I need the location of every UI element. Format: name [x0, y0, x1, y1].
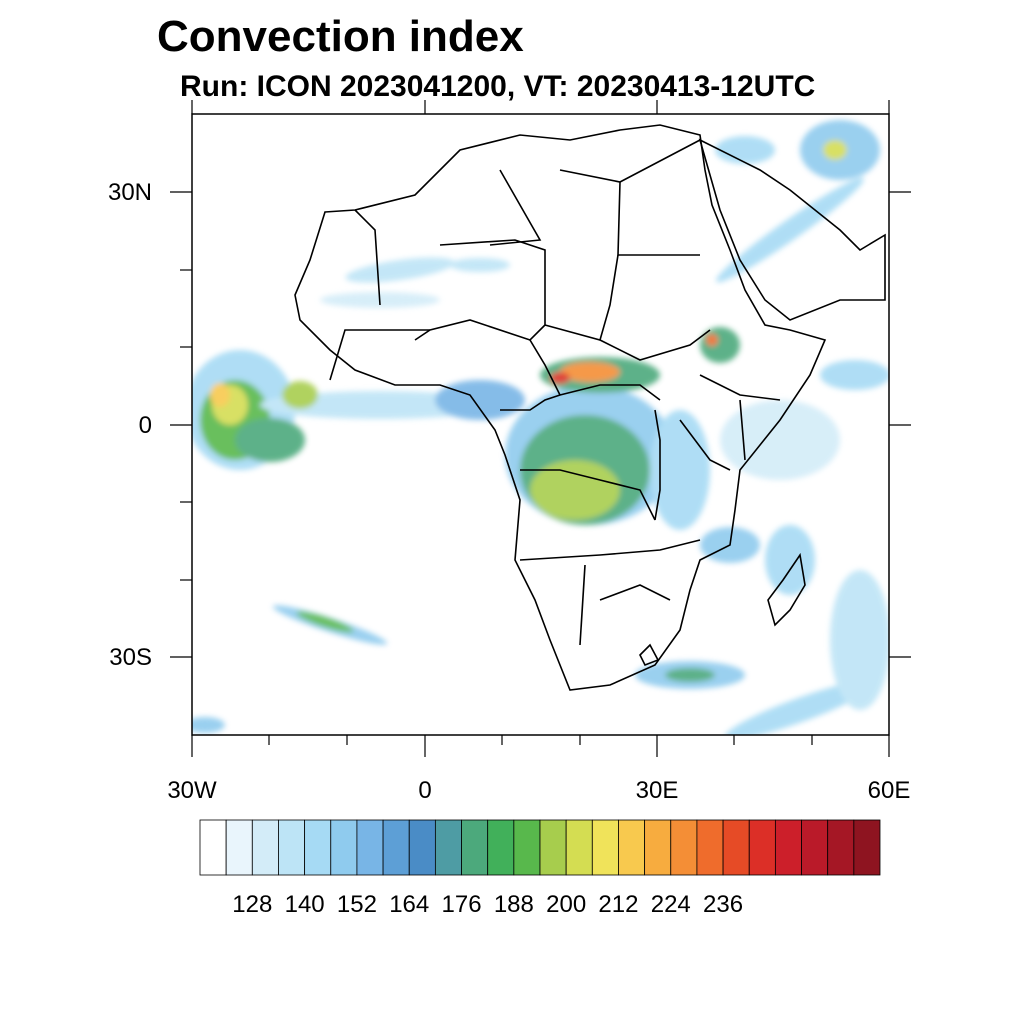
colorbar-swatch [644, 819, 672, 876]
colorbar-label: 128 [232, 891, 272, 918]
colorbar-label: 200 [546, 891, 586, 918]
colorbar-swatch [251, 819, 279, 876]
colorbar-swatch [513, 819, 541, 876]
chart-title: Convection index [157, 12, 524, 61]
colorbar-label: 152 [337, 891, 377, 918]
colorbar-swatch [565, 819, 593, 876]
lon-label-0: 0 [418, 777, 431, 804]
colorbar-label: 188 [494, 891, 534, 918]
colorbar-swatch [382, 819, 410, 876]
colorbar-label: 212 [598, 891, 638, 918]
colorbar-label: 224 [651, 891, 691, 918]
colorbar-swatch [304, 819, 332, 876]
lon-label-60e: 60E [868, 777, 911, 804]
colorbar-swatch [278, 819, 306, 876]
colorbar-swatch [827, 819, 855, 876]
lat-label-30s: 30S [109, 644, 152, 671]
colorbar-swatch [801, 819, 829, 876]
colorbar-label: 140 [285, 891, 325, 918]
coastlines [294, 124, 886, 691]
colorbar-swatch [722, 819, 750, 876]
colorbar-swatch [618, 819, 646, 876]
colorbar-swatch [696, 819, 724, 876]
lon-label-30w: 30W [167, 777, 217, 804]
colorbar-swatch [356, 819, 384, 876]
colorbar-swatch [853, 819, 881, 876]
colorbar-label: 236 [703, 891, 743, 918]
convection-field [192, 120, 889, 735]
lat-label-0: 0 [139, 412, 152, 439]
colorbar-swatch [330, 819, 358, 876]
colorbar-swatch [487, 819, 515, 876]
colorbar-swatch [774, 819, 802, 876]
colorbar-swatch [748, 819, 776, 876]
colorbar [199, 819, 881, 876]
colorbar-swatch [539, 819, 567, 876]
lon-label-30e: 30E [636, 777, 679, 804]
colorbar-label: 164 [389, 891, 429, 918]
colorbar-swatch [670, 819, 698, 876]
lat-label-30n: 30N [108, 179, 152, 206]
colorbar-label: 176 [442, 891, 482, 918]
colorbar-swatch [461, 819, 489, 876]
axis-ticks [170, 100, 911, 757]
colorbar-swatch [408, 819, 436, 876]
colorbar-labels: 128 140 152 164 176 188 200 212 224 236 [232, 891, 743, 918]
colorbar-swatch [591, 819, 619, 876]
colorbar-swatch [225, 819, 253, 876]
colorbar-swatch [199, 819, 227, 876]
chart-subtitle: Run: ICON 2023041200, VT: 20230413-12UTC [180, 70, 816, 103]
colorbar-swatch [434, 819, 462, 876]
